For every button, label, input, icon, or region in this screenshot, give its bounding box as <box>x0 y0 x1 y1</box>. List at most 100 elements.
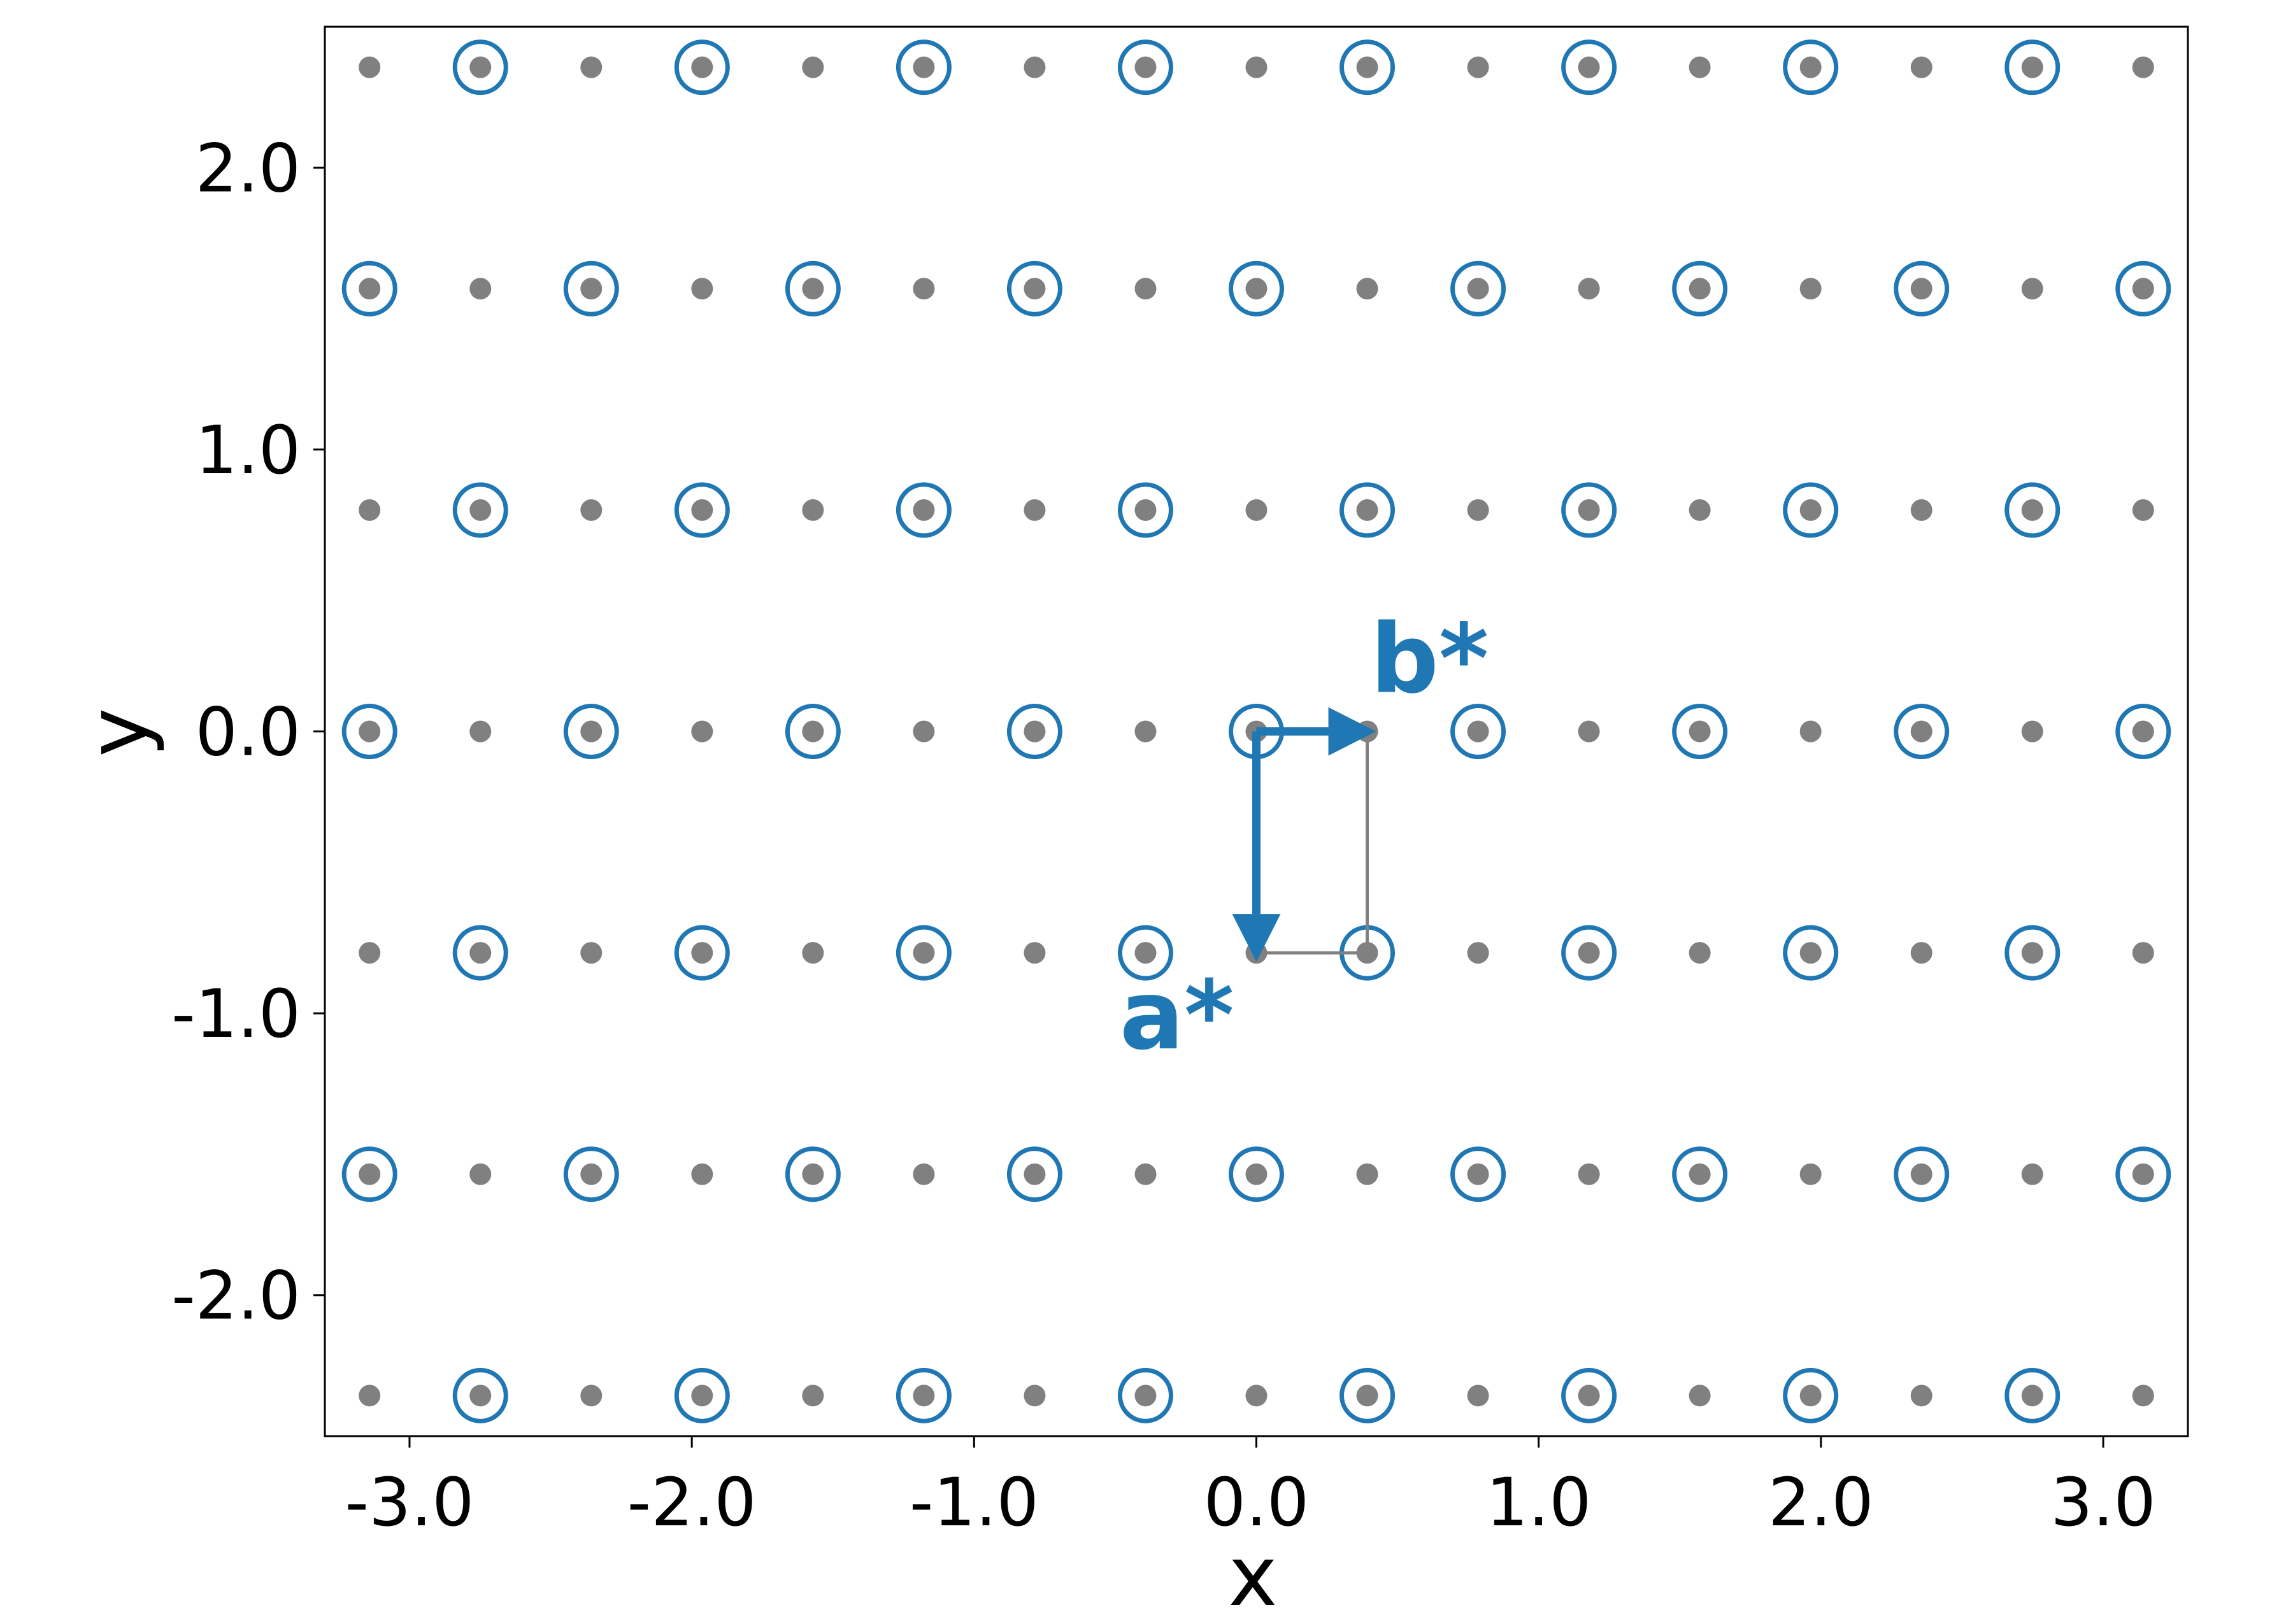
lattice-ring <box>1339 482 1396 538</box>
lattice-point <box>1245 499 1268 521</box>
lattice-ring <box>1672 260 1728 317</box>
lattice-ring <box>2004 39 2061 96</box>
x-tick-label: -2.0 <box>627 1464 757 1541</box>
lattice-point <box>1356 56 1378 78</box>
lattice-ring <box>1672 704 1728 759</box>
lattice-ring <box>1006 260 1062 317</box>
lattice-point <box>1578 499 1600 521</box>
a-star-vector-head <box>1232 914 1281 962</box>
lattice-ring <box>1894 260 1950 317</box>
lattice-ring <box>1561 482 1617 538</box>
lattice-point <box>2021 499 2043 521</box>
lattice-point <box>913 278 935 300</box>
lattice-point <box>691 1385 713 1407</box>
lattice-point <box>1910 499 1932 521</box>
lattice-ring <box>563 1146 619 1202</box>
lattice-point <box>580 720 603 743</box>
lattice-point <box>1134 56 1157 78</box>
lattice-point <box>691 1163 713 1185</box>
b-star-vector-head <box>1328 707 1376 756</box>
lattice-point <box>913 1385 935 1407</box>
lattice-point <box>1578 1385 1600 1407</box>
lattice-point <box>1467 56 1489 78</box>
lattice-point <box>1134 499 1157 521</box>
lattice-points <box>341 39 2171 1423</box>
lattice-point <box>691 499 713 521</box>
lattice-ring <box>2115 704 2171 759</box>
lattice-point <box>1356 499 1378 521</box>
lattice-point <box>1799 1385 1822 1407</box>
x-axis-label: x <box>1229 1528 1278 1624</box>
lattice-point <box>691 720 713 743</box>
lattice-ring <box>1229 260 1284 317</box>
lattice-point <box>359 1385 381 1407</box>
lattice-point <box>1910 942 1932 964</box>
lattice-point <box>1024 942 1046 964</box>
lattice-point <box>2021 942 2043 964</box>
lattice-point <box>1356 278 1378 300</box>
y-axis-ticks: -2.0 -1.0 0.0 1.0 2.0 <box>171 129 325 1335</box>
lattice-ring <box>1006 1146 1062 1202</box>
lattice-point <box>1799 942 1822 964</box>
lattice-point <box>580 56 603 78</box>
lattice-point <box>802 278 824 300</box>
x-tick-label: 0.0 <box>1204 1464 1309 1541</box>
lattice-point <box>1799 56 1822 78</box>
lattice-ring <box>1450 260 1506 317</box>
lattice-ring <box>1450 704 1506 759</box>
lattice-point <box>1245 56 1268 78</box>
lattice-point <box>691 942 713 964</box>
lattice-point <box>1467 942 1489 964</box>
y-tick-label: -1.0 <box>171 975 301 1053</box>
lattice-point <box>359 1163 381 1185</box>
x-tick-label: -1.0 <box>910 1464 1039 1541</box>
lattice-point <box>580 499 603 521</box>
lattice-point <box>1689 1385 1711 1407</box>
lattice-ring <box>341 704 397 759</box>
x-axis-ticks: -3.0 -2.0 -1.0 0.0 1.0 2.0 3.0 <box>345 1436 2156 1541</box>
lattice-ring <box>1117 1367 1173 1423</box>
lattice-point <box>2132 499 2154 521</box>
lattice-point <box>2132 56 2154 78</box>
lattice-point <box>1578 942 1600 964</box>
lattice-point <box>359 278 381 300</box>
lattice-ring <box>452 1367 508 1423</box>
lattice-point <box>1689 278 1711 300</box>
lattice-point <box>580 1385 603 1407</box>
lattice-ring <box>1117 39 1173 96</box>
lattice-ring <box>1783 925 1839 981</box>
lattice-point <box>1910 1385 1932 1407</box>
lattice-ring <box>785 260 841 317</box>
lattice-ring <box>563 704 619 759</box>
lattice-ring <box>452 925 508 981</box>
lattice-point <box>1689 56 1711 78</box>
lattice-ring <box>2004 1367 2061 1423</box>
lattice-point <box>469 499 492 521</box>
lattice-point <box>2021 720 2043 743</box>
lattice-point <box>1134 942 1157 964</box>
lattice-point <box>469 1385 492 1407</box>
lattice-point <box>1799 720 1822 743</box>
lattice-point <box>1024 720 1046 743</box>
lattice-ring <box>1783 39 1839 96</box>
lattice-ring <box>896 1367 952 1423</box>
lattice-point <box>359 499 381 521</box>
lattice-ring <box>896 39 952 96</box>
lattice-ring <box>1117 925 1173 981</box>
y-axis-label: y <box>69 708 166 757</box>
lattice-ring <box>1450 1146 1506 1202</box>
lattice-point <box>913 942 935 964</box>
lattice-point <box>1578 720 1600 743</box>
lattice-ring <box>1006 704 1062 759</box>
lattice-point <box>1134 1163 1157 1185</box>
lattice-point <box>802 720 824 743</box>
lattice-point <box>1245 278 1268 300</box>
lattice-ring <box>674 39 730 96</box>
lattice-point <box>1689 720 1711 743</box>
lattice-ring <box>1561 1367 1617 1423</box>
lattice-point <box>1689 942 1711 964</box>
lattice-ring <box>896 925 952 981</box>
lattice-point <box>1024 278 1046 300</box>
lattice-point <box>1578 1163 1600 1185</box>
